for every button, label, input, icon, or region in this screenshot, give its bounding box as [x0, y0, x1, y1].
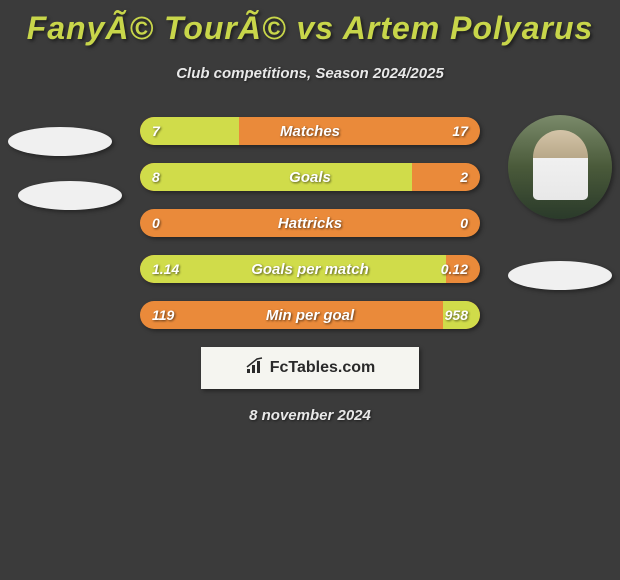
stat-row-goals: 8 Goals 2 [140, 163, 480, 191]
subtitle: Club competitions, Season 2024/2025 [0, 65, 620, 82]
date-text: 8 november 2024 [0, 407, 620, 424]
chart-icon [245, 357, 267, 380]
logo-box: FcTables.com [201, 347, 419, 389]
stat-row-min-per-goal: 119 Min per goal 958 [140, 301, 480, 329]
stats-area: 7 Matches 17 8 Goals 2 0 Hattricks 0 1.1… [0, 117, 620, 424]
stat-row-goals-per-match: 1.14 Goals per match 0.12 [140, 255, 480, 283]
stat-right-value: 0 [460, 209, 468, 237]
stat-right-value: 0.12 [441, 255, 468, 283]
right-player-badge [508, 261, 612, 290]
stat-right-value: 958 [445, 301, 468, 329]
logo-text: FcTables.com [245, 357, 376, 380]
stat-right-value: 2 [460, 163, 468, 191]
stat-row-hattricks: 0 Hattricks 0 [140, 209, 480, 237]
logo-label: FcTables.com [270, 359, 376, 377]
player-photo [508, 115, 612, 219]
stat-label: Hattricks [140, 209, 480, 237]
stat-label: Matches [140, 117, 480, 145]
stat-label: Goals [140, 163, 480, 191]
comparison-infographic: FanyÃ© TourÃ© vs Artem Polyarus Club com… [0, 0, 620, 434]
stat-label: Goals per match [140, 255, 480, 283]
stat-row-matches: 7 Matches 17 [140, 117, 480, 145]
stat-right-value: 17 [452, 117, 468, 145]
left-player-badge-bottom [18, 181, 122, 210]
left-player-badge-top [8, 127, 112, 156]
page-title: FanyÃ© TourÃ© vs Artem Polyarus [0, 10, 620, 47]
stat-bars-container: 7 Matches 17 8 Goals 2 0 Hattricks 0 1.1… [140, 117, 480, 329]
right-player-avatar [508, 115, 612, 219]
stat-label: Min per goal [140, 301, 480, 329]
